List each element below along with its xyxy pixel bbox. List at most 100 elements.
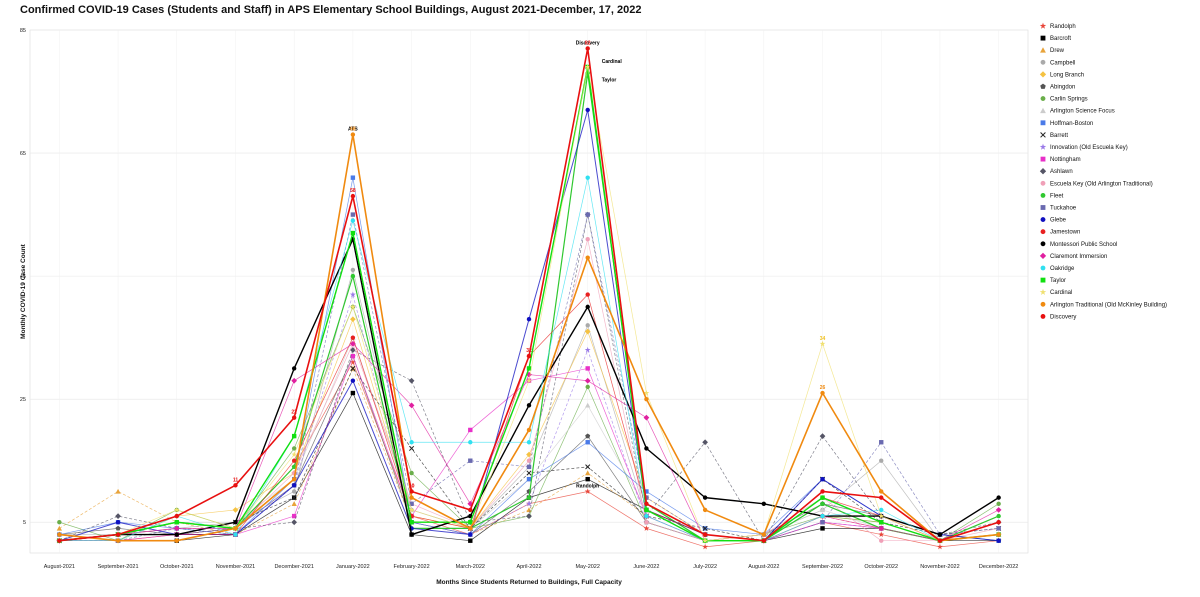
data-point [585, 304, 590, 310]
legend-entry: Cardinal [1050, 290, 1072, 296]
legend-marker [1040, 156, 1046, 162]
legend-entry: Campbell [1050, 60, 1075, 66]
chart-title: Confirmed COVID-19 Cases (Students and S… [20, 4, 642, 16]
data-label: 22 [291, 410, 297, 416]
y-tick-label: 85 [20, 28, 26, 34]
x-axis-label: Months Since Students Returned to Buildi… [436, 579, 622, 586]
data-point [585, 433, 591, 439]
data-point [409, 520, 414, 525]
data-point [115, 488, 121, 494]
data-point [761, 501, 767, 506]
data-point [291, 489, 297, 494]
data-point [233, 526, 238, 531]
data-point [996, 526, 1001, 531]
data-point [115, 520, 121, 525]
data-point [761, 538, 767, 543]
x-tick-label: April-2022 [516, 564, 541, 570]
data-point [174, 538, 179, 543]
x-tick-label: August-2022 [748, 564, 779, 570]
x-marker-stroke [350, 365, 356, 371]
data-label: 82 [585, 40, 591, 46]
data-point [820, 520, 825, 525]
data-point [350, 230, 356, 236]
data-point [643, 525, 650, 531]
data-point [585, 402, 591, 408]
data-point [702, 537, 709, 544]
data-point [526, 377, 532, 384]
data-point [878, 525, 885, 532]
legend-marker [1040, 83, 1046, 89]
legend-entry: Arlington Traditional (Old McKinley Buil… [1050, 302, 1167, 308]
data-point [585, 384, 590, 390]
data-point [996, 501, 1001, 506]
legend: Randolph Barcroft Drew Campbell Long Branch A… [1039, 22, 1167, 320]
data-point [879, 440, 884, 445]
x-tick-label: November-2021 [216, 564, 255, 570]
data-point [409, 440, 414, 445]
data-label: 11 [233, 477, 239, 483]
data-point [350, 365, 356, 371]
data-point [350, 273, 356, 279]
annotation-label: Randolph [576, 483, 599, 489]
data-point [409, 532, 414, 537]
legend-entry: Ashlawn [1050, 169, 1073, 175]
x-tick-label: February-2022 [394, 564, 430, 570]
data-point [644, 520, 649, 525]
data-point [173, 525, 180, 532]
legend-entry: Randolph [1050, 24, 1076, 30]
data-point [526, 458, 532, 463]
data-point [702, 532, 708, 537]
annotation-label: ATS [348, 127, 358, 133]
data-point [584, 346, 591, 353]
legend-entry: Escuela Key (Old Arlington Traditional) [1050, 181, 1153, 187]
data-point [996, 532, 1001, 537]
data-point [879, 507, 884, 513]
legend-marker [1040, 96, 1046, 102]
data-point [526, 427, 532, 433]
data-point [526, 464, 532, 470]
data-point [585, 212, 590, 217]
data-point [820, 390, 825, 396]
data-point [115, 532, 121, 537]
data-point [174, 513, 179, 519]
data-point [585, 440, 590, 445]
legend-entry: Hoffman-Boston [1050, 121, 1093, 127]
x-marker-stroke [702, 525, 708, 531]
data-point [820, 526, 825, 531]
data-point [585, 476, 590, 482]
data-point [644, 513, 649, 519]
legend-marker [1040, 132, 1046, 138]
x-tick-label: December-2021 [274, 564, 313, 570]
x-marker-stroke [526, 470, 532, 476]
data-point [233, 483, 238, 488]
data-point [878, 513, 885, 519]
data-label: 26 [820, 385, 826, 391]
data-point [879, 458, 884, 463]
data-point [409, 489, 414, 494]
legend-entry: Arlington Science Focus [1050, 109, 1115, 115]
data-point [408, 402, 415, 409]
data-point [350, 175, 356, 180]
data-point [879, 520, 884, 525]
data-point [56, 525, 62, 531]
x-marker-stroke [291, 495, 297, 501]
data-point [702, 495, 708, 500]
data-point [468, 440, 473, 445]
data-point [468, 538, 473, 543]
data-point [350, 378, 356, 383]
annotation-label: Discovery [576, 40, 600, 46]
legend-entry: Oakridge [1050, 266, 1075, 272]
data-point [879, 489, 884, 494]
data-point [468, 427, 473, 433]
legend-entry: Tuckahoe [1050, 206, 1077, 212]
annotation-label: Taylor [602, 77, 617, 83]
data-point [585, 323, 590, 328]
y-axis-label: Monthly COVID-19 Case Count [20, 243, 27, 338]
y-tick-label: 25 [20, 397, 26, 403]
data-point [468, 520, 473, 525]
data-point [995, 507, 1002, 513]
data-point [702, 439, 708, 446]
data-point [585, 107, 590, 113]
legend-entry: Glebe [1050, 218, 1067, 224]
legend-marker [1040, 265, 1046, 271]
